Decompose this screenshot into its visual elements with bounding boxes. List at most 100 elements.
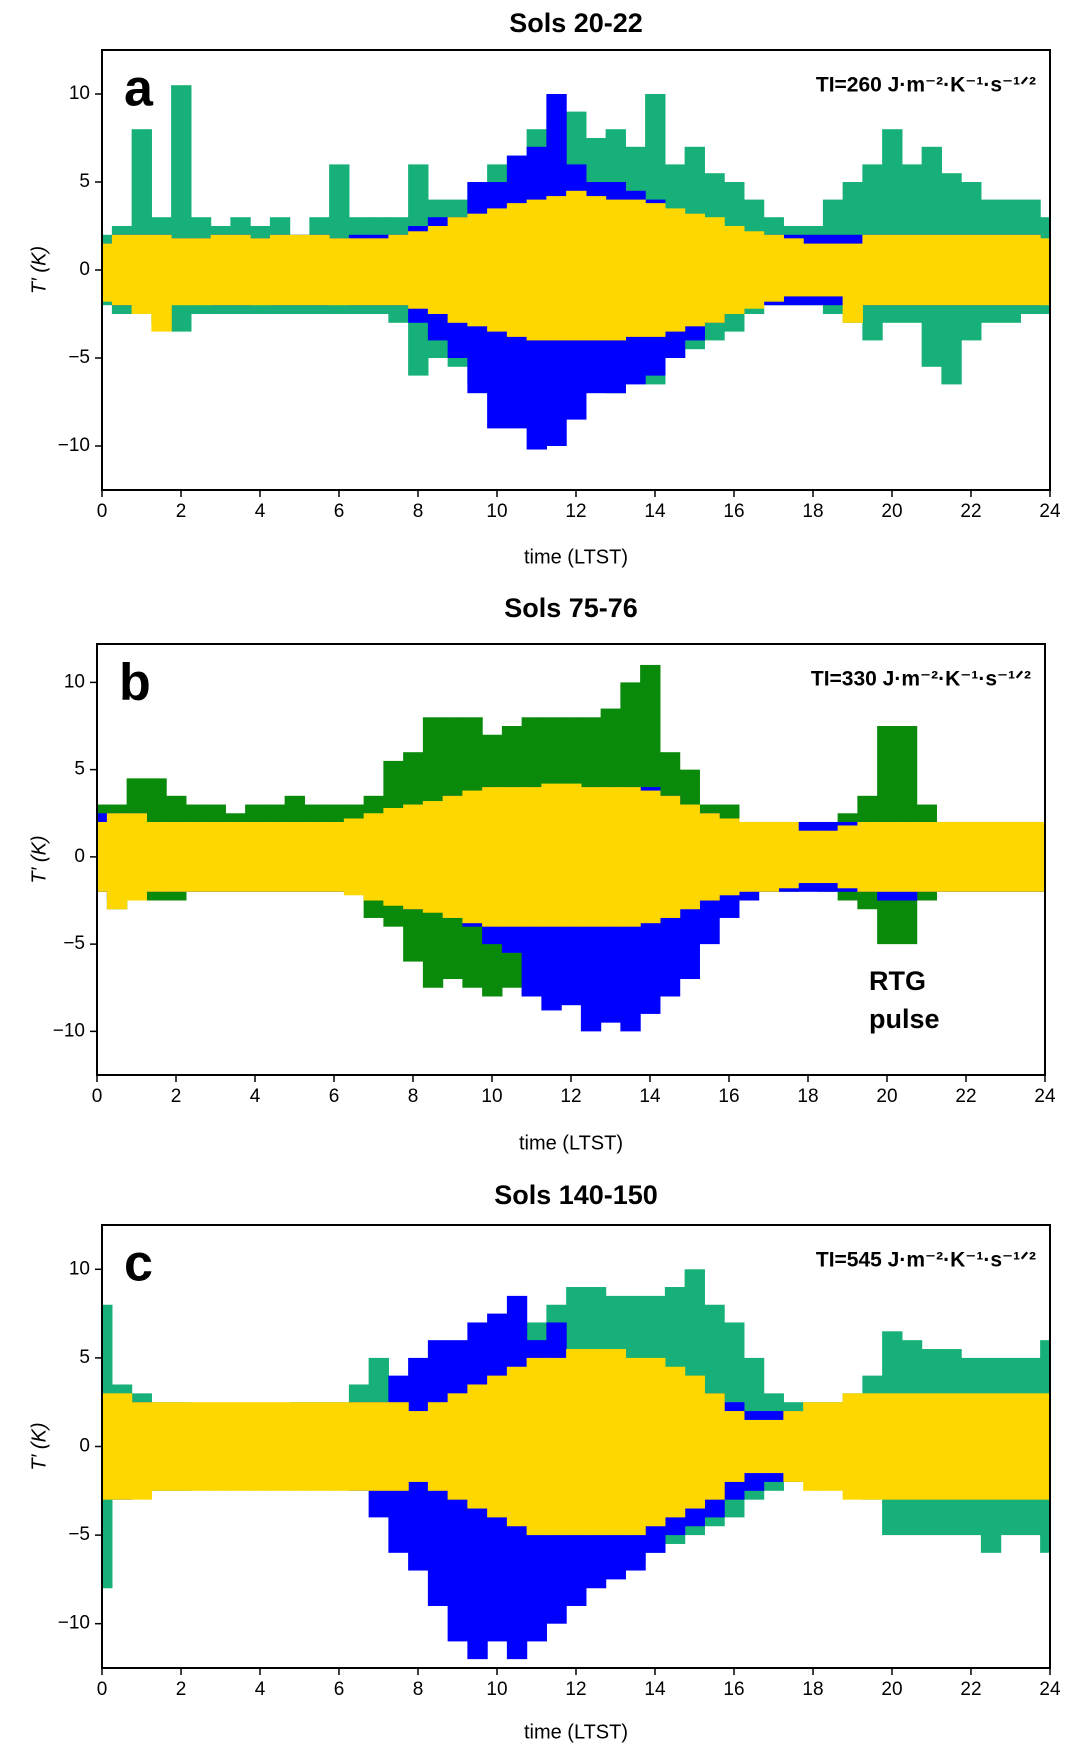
- x-tick-label: 22: [960, 501, 981, 522]
- point-range: [822, 243, 844, 297]
- point-range: [862, 1393, 883, 1500]
- x-tick-label: 10: [486, 501, 507, 522]
- point-range: [842, 1393, 863, 1500]
- y-axis-label: T′ (K): [28, 835, 50, 883]
- chart-title: Sols 140-150: [494, 1180, 658, 1210]
- point-range: [408, 231, 429, 309]
- point-range: [171, 1402, 192, 1491]
- point-range: [862, 234, 883, 306]
- point-range: [126, 813, 147, 901]
- point-range: [980, 234, 1002, 306]
- point-range: [427, 226, 449, 314]
- point-range: [916, 821, 937, 892]
- point-range: [921, 234, 942, 306]
- point-range: [166, 821, 187, 892]
- point-range: [388, 1402, 409, 1491]
- x-tick-label: 4: [250, 1086, 261, 1107]
- point-range: [625, 1357, 646, 1536]
- point-range: [269, 234, 291, 306]
- point-range: [289, 1402, 310, 1491]
- point-range: [230, 234, 251, 306]
- y-tick-label: 5: [79, 171, 90, 192]
- x-tick-label: 4: [255, 501, 266, 522]
- panel-label: a: [124, 60, 154, 118]
- point-range: [625, 199, 646, 337]
- x-tick-label: 20: [881, 1679, 902, 1700]
- x-tick-label: 10: [486, 1679, 507, 1700]
- point-range: [245, 821, 266, 892]
- point-range: [487, 1375, 508, 1518]
- x-tick-label: 14: [644, 1679, 666, 1700]
- point-range: [620, 787, 641, 927]
- point-range: [936, 821, 957, 892]
- point-range: [102, 243, 113, 302]
- point-range: [882, 234, 903, 306]
- point-range: [724, 1411, 745, 1482]
- point-range: [605, 199, 626, 341]
- plot-area: [97, 664, 1045, 1032]
- point-range: [343, 818, 365, 896]
- point-range: [171, 238, 192, 306]
- point-range: [205, 821, 226, 892]
- point-range: [763, 1419, 784, 1474]
- y-tick-label: 0: [79, 259, 90, 280]
- x-axis-label: time (LTST): [524, 1721, 628, 1743]
- point-range: [699, 813, 720, 901]
- x-tick-label: 0: [97, 1679, 108, 1700]
- point-range: [482, 787, 503, 927]
- point-range: [561, 783, 582, 927]
- point-range: [111, 1393, 133, 1500]
- y-tick-label: −5: [63, 933, 85, 954]
- x-tick-label: 12: [565, 501, 586, 522]
- point-range: [743, 231, 765, 309]
- point-range: [1020, 234, 1041, 306]
- point-range: [857, 821, 878, 892]
- point-range: [980, 1393, 1002, 1500]
- point-range: [422, 801, 444, 913]
- point-range: [719, 818, 740, 896]
- x-axis-label: time (LTST): [519, 1132, 623, 1154]
- x-tick-label: 22: [960, 1679, 981, 1700]
- y-tick-label: 0: [79, 1436, 90, 1457]
- point-range: [882, 1393, 903, 1500]
- point-range: [566, 1349, 587, 1536]
- annotation: TI=260 J·m⁻²·K⁻¹·s⁻¹ᐟ²: [816, 74, 1036, 97]
- point-range: [783, 1411, 804, 1482]
- x-tick-label: 12: [565, 1679, 586, 1700]
- y-tick-label: 5: [79, 1347, 90, 1368]
- point-range: [704, 217, 725, 323]
- point-range: [659, 795, 681, 918]
- point-range: [363, 813, 384, 901]
- point-range: [743, 1419, 765, 1474]
- point-range: [467, 1384, 488, 1509]
- point-range: [664, 208, 686, 332]
- point-range: [546, 196, 567, 341]
- point-range: [724, 226, 745, 314]
- x-tick-label: 6: [334, 501, 345, 522]
- point-range: [822, 1402, 844, 1491]
- y-tick-label: 0: [74, 846, 85, 867]
- point-range: [111, 234, 133, 306]
- x-tick-label: 8: [413, 1679, 424, 1700]
- point-range: [817, 830, 839, 884]
- point-range: [151, 1402, 172, 1491]
- point-range: [526, 1357, 547, 1536]
- point-range: [679, 804, 700, 910]
- point-range: [250, 238, 271, 306]
- point-range: [1015, 821, 1036, 892]
- point-range: [190, 238, 212, 306]
- point-range: [1040, 1393, 1050, 1500]
- y-tick-label: 5: [74, 759, 85, 780]
- point-range: [97, 821, 108, 892]
- point-range: [1000, 234, 1021, 306]
- y-tick-label: 10: [69, 1258, 90, 1279]
- x-tick-label: 14: [639, 1086, 661, 1107]
- x-axis-label: time (LTST): [524, 546, 628, 568]
- x-tick-label: 2: [176, 501, 187, 522]
- x-tick-label: 6: [334, 1679, 345, 1700]
- x-tick-label: 24: [1039, 1679, 1061, 1700]
- point-range: [447, 1393, 468, 1500]
- x-tick-label: 20: [881, 501, 902, 522]
- point-range: [1035, 821, 1045, 892]
- point-range: [566, 190, 587, 341]
